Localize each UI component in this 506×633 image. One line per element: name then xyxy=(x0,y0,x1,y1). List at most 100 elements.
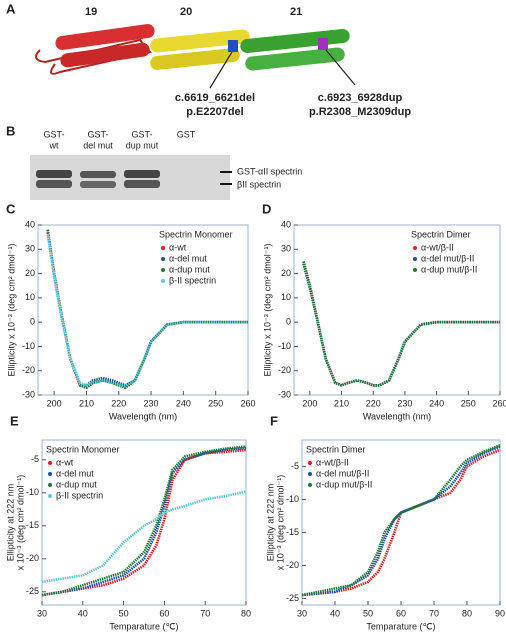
band-label: GST-αII spectrin xyxy=(237,166,302,176)
x-tick-label: 210 xyxy=(79,398,94,408)
domain-label: 21 xyxy=(290,6,302,18)
legend-marker xyxy=(413,257,417,261)
series-line xyxy=(302,261,500,387)
y-tick-label: -20 xyxy=(286,560,299,570)
protein-structure xyxy=(35,24,356,89)
x-tick-label: 260 xyxy=(492,398,506,408)
legend-label: α-dup mut/β-II xyxy=(316,479,372,489)
series-line xyxy=(46,234,248,387)
series-line xyxy=(46,232,248,387)
y-tick-label: -30 xyxy=(22,389,35,399)
x-tick-label: 30 xyxy=(297,608,307,618)
x-tick-label: 240 xyxy=(429,398,444,408)
y-tick-label: -15 xyxy=(26,520,39,530)
y-axis-label: Ellipticity at 222 nm xyxy=(5,484,15,562)
y-tick-label: -10 xyxy=(22,341,35,351)
y-axis-label: x 10⁻³ (deg cm² dmol⁻¹) xyxy=(275,475,285,571)
y-tick-label: 0 xyxy=(286,317,291,327)
y-tick-label: 20 xyxy=(281,268,291,278)
legend-label: α-wt xyxy=(56,457,74,467)
band-label: βII spectrin xyxy=(237,179,281,189)
plot-frame xyxy=(41,439,247,606)
x-tick-label: 220 xyxy=(111,398,126,408)
panel-label: C xyxy=(6,201,16,216)
legend-label: α-dup mut xyxy=(56,479,97,489)
x-tick-label: 50 xyxy=(363,608,373,618)
panel-label: A xyxy=(6,1,16,16)
y-tick-label: 10 xyxy=(25,292,35,302)
y-tick-label: 30 xyxy=(281,244,291,254)
y-axis-label: Ellipticity at 222 nm xyxy=(265,484,275,562)
x-tick-label: 80 xyxy=(462,608,472,618)
series-line xyxy=(41,445,247,597)
legend-marker xyxy=(161,268,165,272)
y-tick-label: 40 xyxy=(281,219,291,229)
legend-marker xyxy=(308,472,312,476)
lane-label: del mut xyxy=(83,140,113,150)
y-tick-label: 40 xyxy=(25,219,35,229)
x-tick-label: 60 xyxy=(396,608,406,618)
legend-marker xyxy=(308,483,312,487)
legend-marker xyxy=(413,246,417,250)
mutation-label: c.6619_6621del xyxy=(175,92,255,104)
legend-title: Spectrin Monomer xyxy=(46,444,120,454)
y-tick-label: 20 xyxy=(25,268,35,278)
series-line xyxy=(46,229,248,390)
y-tick-label: -15 xyxy=(286,527,299,537)
series-line xyxy=(41,490,247,584)
x-tick-label: 60 xyxy=(159,608,169,618)
x-tick-label: 70 xyxy=(429,608,439,618)
y-tick-label: -20 xyxy=(26,553,39,563)
series-line xyxy=(46,229,248,390)
panel-label: D xyxy=(262,201,271,216)
x-tick-label: 40 xyxy=(78,608,88,618)
plot-frame xyxy=(293,224,501,396)
plot-frame xyxy=(37,224,249,396)
x-tick-label: 240 xyxy=(176,398,191,408)
y-tick-label: -25 xyxy=(286,593,299,603)
legend-marker xyxy=(413,268,417,272)
x-tick-label: 250 xyxy=(461,398,476,408)
x-tick-label: 70 xyxy=(200,608,210,618)
x-tick-label: 80 xyxy=(241,608,251,618)
mutation-label: p.R2308_M2309dup xyxy=(309,106,411,118)
y-tick-label: -10 xyxy=(278,341,291,351)
x-axis-label: Temparature (℃) xyxy=(366,621,435,631)
y-axis-label: x 10⁻³ (deg cm² dmol⁻¹) xyxy=(15,475,25,571)
lane-label: GST- xyxy=(131,129,152,139)
y-tick-label: -20 xyxy=(278,365,291,375)
panel-label: E xyxy=(10,413,19,428)
legend-marker xyxy=(48,494,52,498)
legend-label: α-del mut xyxy=(169,253,207,263)
y-tick-label: -5 xyxy=(291,461,299,471)
x-tick-label: 30 xyxy=(37,608,47,618)
legend-label: α-dup mut/β-II xyxy=(421,264,477,274)
legend-label: α-wt/β-II xyxy=(421,242,454,252)
legend-label: α-del mut/β-II xyxy=(316,468,369,478)
lane-label: wt xyxy=(49,140,59,150)
x-tick-label: 40 xyxy=(330,608,340,618)
legend-marker xyxy=(48,483,52,487)
legend-label: β-II spectrin xyxy=(169,275,216,285)
legend-marker xyxy=(48,461,52,465)
lane-label: GST- xyxy=(87,129,108,139)
y-axis-label: Ellipticity x 10⁻³ (deg cm² dmol⁻¹) xyxy=(262,243,272,376)
y-tick-label: 30 xyxy=(25,244,35,254)
legend-marker xyxy=(161,257,165,261)
y-tick-label: -20 xyxy=(22,365,35,375)
panel-label: F xyxy=(270,413,278,428)
y-tick-label: -10 xyxy=(26,487,39,497)
x-tick-label: 230 xyxy=(397,398,412,408)
legend-marker xyxy=(161,279,165,283)
y-tick-label: 0 xyxy=(30,317,35,327)
y-tick-label: -10 xyxy=(286,494,299,504)
domain-label: 19 xyxy=(85,6,97,18)
legend-label: α-del mut/β-II xyxy=(421,253,474,263)
series-line xyxy=(302,263,500,387)
legend-label: α-wt/β-II xyxy=(316,457,349,467)
x-tick-label: 200 xyxy=(47,398,62,408)
y-axis-label: Ellipticity x 10⁻³ (deg cm² dmol⁻¹) xyxy=(6,243,16,376)
panel-label: B xyxy=(6,123,15,138)
x-tick-label: 200 xyxy=(302,398,317,408)
